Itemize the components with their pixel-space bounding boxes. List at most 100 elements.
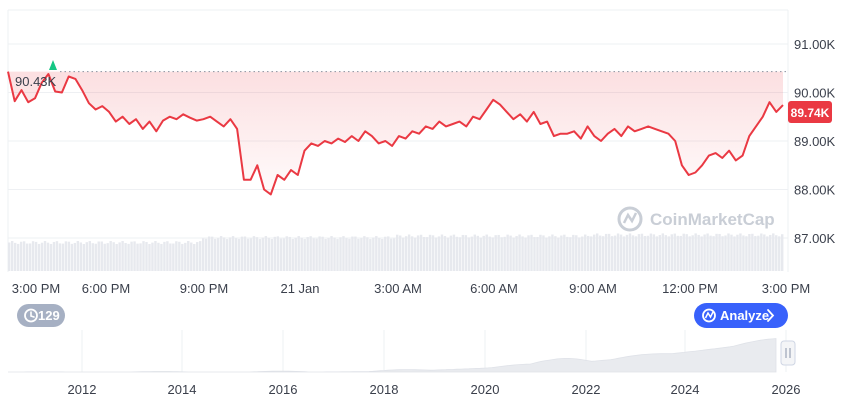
volume-bar [733, 236, 736, 271]
volume-bar [255, 237, 259, 271]
history-count-button[interactable]: 129 [17, 304, 65, 327]
volume-bar [590, 236, 593, 271]
volume-bar [428, 234, 432, 271]
volume-bar [52, 241, 56, 271]
volume-bar [384, 236, 387, 271]
y-tick-label: 91.00K [794, 37, 836, 52]
volume-bar [136, 243, 139, 271]
volume-bar [443, 236, 447, 271]
volume-bar [115, 244, 118, 271]
volume-bar [240, 236, 244, 271]
volume-bar [476, 235, 479, 271]
price-line [7, 71, 784, 196]
volume-bar [739, 233, 742, 271]
volume-bar [213, 238, 217, 271]
volume-bar [419, 234, 423, 271]
volume-bar [327, 238, 330, 271]
volume-bar [169, 243, 172, 271]
volume-bar [512, 237, 515, 271]
history-x-tick-label: 2018 [370, 382, 399, 397]
volume-bar [142, 241, 145, 271]
volume-bar [390, 238, 393, 271]
history-x-tick-label: 2014 [168, 382, 197, 397]
current-price-badge: 89.74K [788, 101, 832, 123]
volume-bar [43, 240, 47, 271]
volume-bar [691, 235, 694, 271]
volume-bar [655, 236, 659, 271]
price-area [8, 71, 783, 195]
volume-bar [46, 242, 50, 271]
coinmarketcap-logo-mark [622, 212, 638, 224]
history-x-tick-label: 2026 [772, 382, 801, 397]
reference-value: 90.43K [15, 74, 57, 89]
volume-bar [700, 236, 703, 271]
y-tick-label: 88.00K [794, 183, 836, 198]
volume-bar [330, 236, 333, 271]
volume-bar [267, 237, 271, 271]
volume-bar [673, 233, 676, 271]
volume-bar [685, 234, 688, 271]
volume-bar [225, 239, 229, 271]
volume-bar [196, 242, 199, 271]
y-axis: 87.00K 88.00K 89.00K 90.00K 91.00K [794, 37, 836, 246]
volume-bar [85, 242, 88, 271]
volume-bar [730, 234, 733, 271]
volume-bar [345, 238, 348, 271]
volume-bar [91, 243, 94, 271]
history-x-tick-label: 2024 [671, 382, 700, 397]
volume-bar [616, 233, 620, 271]
volume-bar [470, 236, 474, 271]
volume-bar [219, 236, 223, 271]
volume-bar [491, 237, 494, 271]
volume-bar [727, 233, 730, 271]
navigator-handle[interactable] [780, 340, 796, 366]
volume-bar [342, 236, 345, 271]
volume-bar [25, 243, 29, 271]
volume-bar [440, 234, 444, 271]
volume-bar [109, 241, 112, 271]
up-arrow-icon [49, 60, 57, 70]
volume-bar [19, 241, 23, 271]
volume-bar [703, 234, 706, 271]
volume-bar [551, 234, 554, 271]
history-navigator[interactable] [8, 330, 787, 373]
volume-bar [216, 238, 220, 271]
volume-bar [778, 236, 781, 271]
volume-bar [458, 237, 462, 271]
volume-bar [581, 236, 584, 271]
volume-bar [449, 235, 453, 271]
volume-bar [754, 236, 757, 271]
volume-bar [497, 234, 500, 271]
volume-bar [88, 241, 91, 271]
volume-bar [610, 236, 614, 271]
volume-bar [473, 234, 476, 271]
volume-bar [312, 238, 315, 271]
volume-bar [333, 237, 336, 271]
history-count: 129 [38, 308, 60, 323]
volume-bar [601, 236, 605, 271]
volume-bar [181, 243, 184, 271]
volume-bar [378, 238, 381, 271]
coinmarketcap-logo-icon [617, 206, 643, 232]
volume-bar [772, 233, 775, 271]
volume-bar [381, 238, 384, 271]
volume-bar [264, 236, 268, 271]
volume-bar [34, 241, 38, 271]
volume-bar [715, 233, 718, 271]
x-tick-label: 9:00 PM [180, 281, 228, 296]
history-x-tick-label: 2022 [572, 382, 601, 397]
volume-bar [79, 242, 83, 271]
volume-bar [640, 233, 644, 271]
volume-bar [542, 235, 545, 271]
volume-bar [709, 235, 712, 271]
analyze-button[interactable]: Analyze [694, 303, 788, 328]
volume-bar [318, 236, 321, 271]
volume-bar [622, 236, 626, 271]
volume-bar [557, 237, 560, 271]
volume-bar [336, 239, 339, 271]
volume-bar [258, 239, 262, 271]
volume-bar [243, 236, 247, 271]
volume-bar [61, 243, 65, 271]
volume-bar [234, 238, 238, 271]
y-tick-label: 87.00K [794, 231, 836, 246]
